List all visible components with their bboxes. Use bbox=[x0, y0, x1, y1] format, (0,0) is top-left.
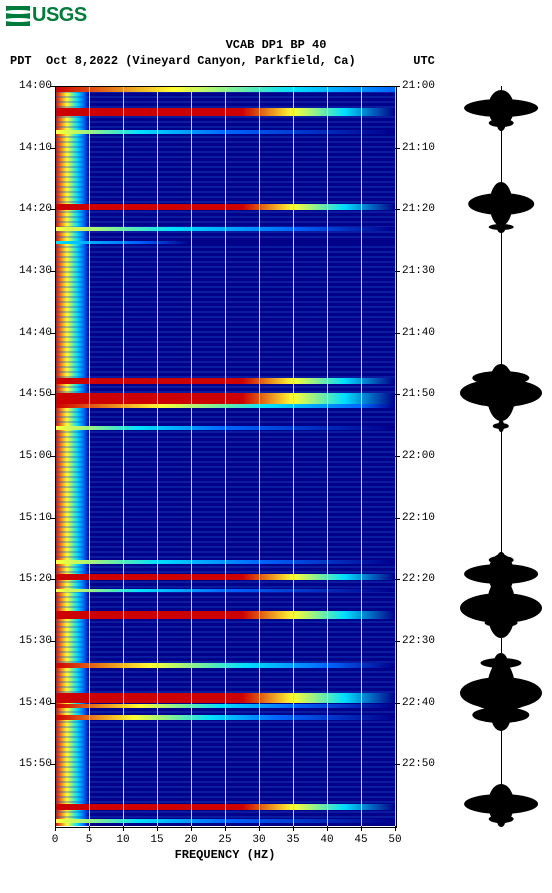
usgs-logo: USGS bbox=[6, 4, 87, 27]
right-time-label: 22:40 bbox=[402, 697, 435, 709]
left-tick bbox=[50, 579, 55, 580]
right-tick bbox=[395, 148, 400, 149]
left-time-label: 14:00 bbox=[19, 80, 52, 92]
left-tick bbox=[50, 456, 55, 457]
left-tick bbox=[50, 641, 55, 642]
x-tick bbox=[89, 826, 90, 831]
right-tick bbox=[395, 518, 400, 519]
left-time-label: 15:10 bbox=[19, 512, 52, 524]
left-time-label: 14:10 bbox=[19, 142, 52, 154]
right-tick bbox=[395, 764, 400, 765]
x-tick bbox=[157, 826, 158, 831]
left-tick bbox=[50, 271, 55, 272]
left-time-label: 15:20 bbox=[19, 573, 52, 585]
x-tick bbox=[123, 826, 124, 831]
right-tick bbox=[395, 394, 400, 395]
x-tick-label: 50 bbox=[388, 834, 401, 846]
x-tick bbox=[55, 826, 56, 831]
grid-vline bbox=[327, 86, 328, 826]
left-tick bbox=[50, 394, 55, 395]
right-time-label: 21:10 bbox=[402, 142, 435, 154]
x-tick-label: 5 bbox=[86, 834, 93, 846]
x-axis-label: FREQUENCY (HZ) bbox=[55, 848, 395, 862]
left-time-label: 14:40 bbox=[19, 327, 52, 339]
right-tick bbox=[395, 86, 400, 87]
right-tick bbox=[395, 579, 400, 580]
right-time-label: 21:30 bbox=[402, 265, 435, 277]
right-tick bbox=[395, 456, 400, 457]
grid-vline bbox=[191, 86, 192, 826]
grid-vline bbox=[361, 86, 362, 826]
x-tick bbox=[191, 826, 192, 831]
x-tick-label: 0 bbox=[52, 834, 59, 846]
left-time-label: 14:30 bbox=[19, 265, 52, 277]
right-time-label: 22:50 bbox=[402, 758, 435, 770]
grid-vline bbox=[293, 86, 294, 826]
right-time-label: 21:40 bbox=[402, 327, 435, 339]
x-tick bbox=[225, 826, 226, 831]
grid-vline bbox=[123, 86, 124, 826]
right-tick bbox=[395, 641, 400, 642]
x-tick-label: 20 bbox=[184, 834, 197, 846]
x-tick bbox=[327, 826, 328, 831]
left-time-label: 14:50 bbox=[19, 388, 52, 400]
left-tick bbox=[50, 764, 55, 765]
left-time-label: 15:30 bbox=[19, 635, 52, 647]
right-time-label: 22:10 bbox=[402, 512, 435, 524]
left-tick bbox=[50, 148, 55, 149]
waveform-event-tail bbox=[498, 420, 504, 432]
left-tick bbox=[50, 703, 55, 704]
x-tick-label: 10 bbox=[116, 834, 129, 846]
right-time-label: 21:20 bbox=[402, 203, 435, 215]
left-time-label: 15:50 bbox=[19, 758, 52, 770]
spectrogram-plot bbox=[55, 86, 395, 826]
right-time-label: 22:20 bbox=[402, 573, 435, 585]
grid-vline bbox=[259, 86, 260, 826]
x-tick-label: 15 bbox=[150, 834, 163, 846]
x-tick-label: 30 bbox=[252, 834, 265, 846]
left-tick bbox=[50, 333, 55, 334]
right-time-label: 21:50 bbox=[402, 388, 435, 400]
usgs-wave-icon bbox=[6, 6, 30, 26]
grid-vline bbox=[89, 86, 90, 826]
x-tick-label: 25 bbox=[218, 834, 231, 846]
grid-vline bbox=[225, 86, 226, 826]
waveform-event-tail bbox=[497, 811, 506, 827]
x-tick bbox=[293, 826, 294, 831]
right-tick bbox=[395, 209, 400, 210]
x-tick-label: 35 bbox=[286, 834, 299, 846]
right-tick bbox=[395, 271, 400, 272]
waveform-event-tail bbox=[497, 115, 506, 131]
chart-title: VCAB DP1 BP 40 bbox=[0, 38, 552, 52]
usgs-text: USGS bbox=[32, 4, 87, 27]
chart-subtitle: PDT Oct 8,2022 (Vineyard Canyon, Parkfie… bbox=[10, 54, 430, 68]
left-tick bbox=[50, 209, 55, 210]
left-time-label: 14:20 bbox=[19, 203, 52, 215]
grid-vline bbox=[55, 86, 56, 826]
x-tick bbox=[395, 826, 396, 831]
grid-vline bbox=[157, 86, 158, 826]
waveform-event-tail bbox=[487, 365, 516, 421]
waveform-trace bbox=[460, 86, 542, 826]
left-time-label: 15:00 bbox=[19, 450, 52, 462]
x-tick-label: 40 bbox=[320, 834, 333, 846]
x-tick bbox=[361, 826, 362, 831]
right-tick bbox=[395, 703, 400, 704]
waveform-event-tail bbox=[497, 221, 506, 233]
right-time-label: 21:00 bbox=[402, 80, 435, 92]
waveform-event-tail bbox=[491, 699, 511, 731]
right-time-label: 22:30 bbox=[402, 635, 435, 647]
left-tick bbox=[50, 518, 55, 519]
x-tick-label: 45 bbox=[354, 834, 367, 846]
left-tick bbox=[50, 86, 55, 87]
right-tick bbox=[395, 333, 400, 334]
x-tick bbox=[259, 826, 260, 831]
right-time-label: 22:00 bbox=[402, 450, 435, 462]
left-time-label: 15:40 bbox=[19, 697, 52, 709]
